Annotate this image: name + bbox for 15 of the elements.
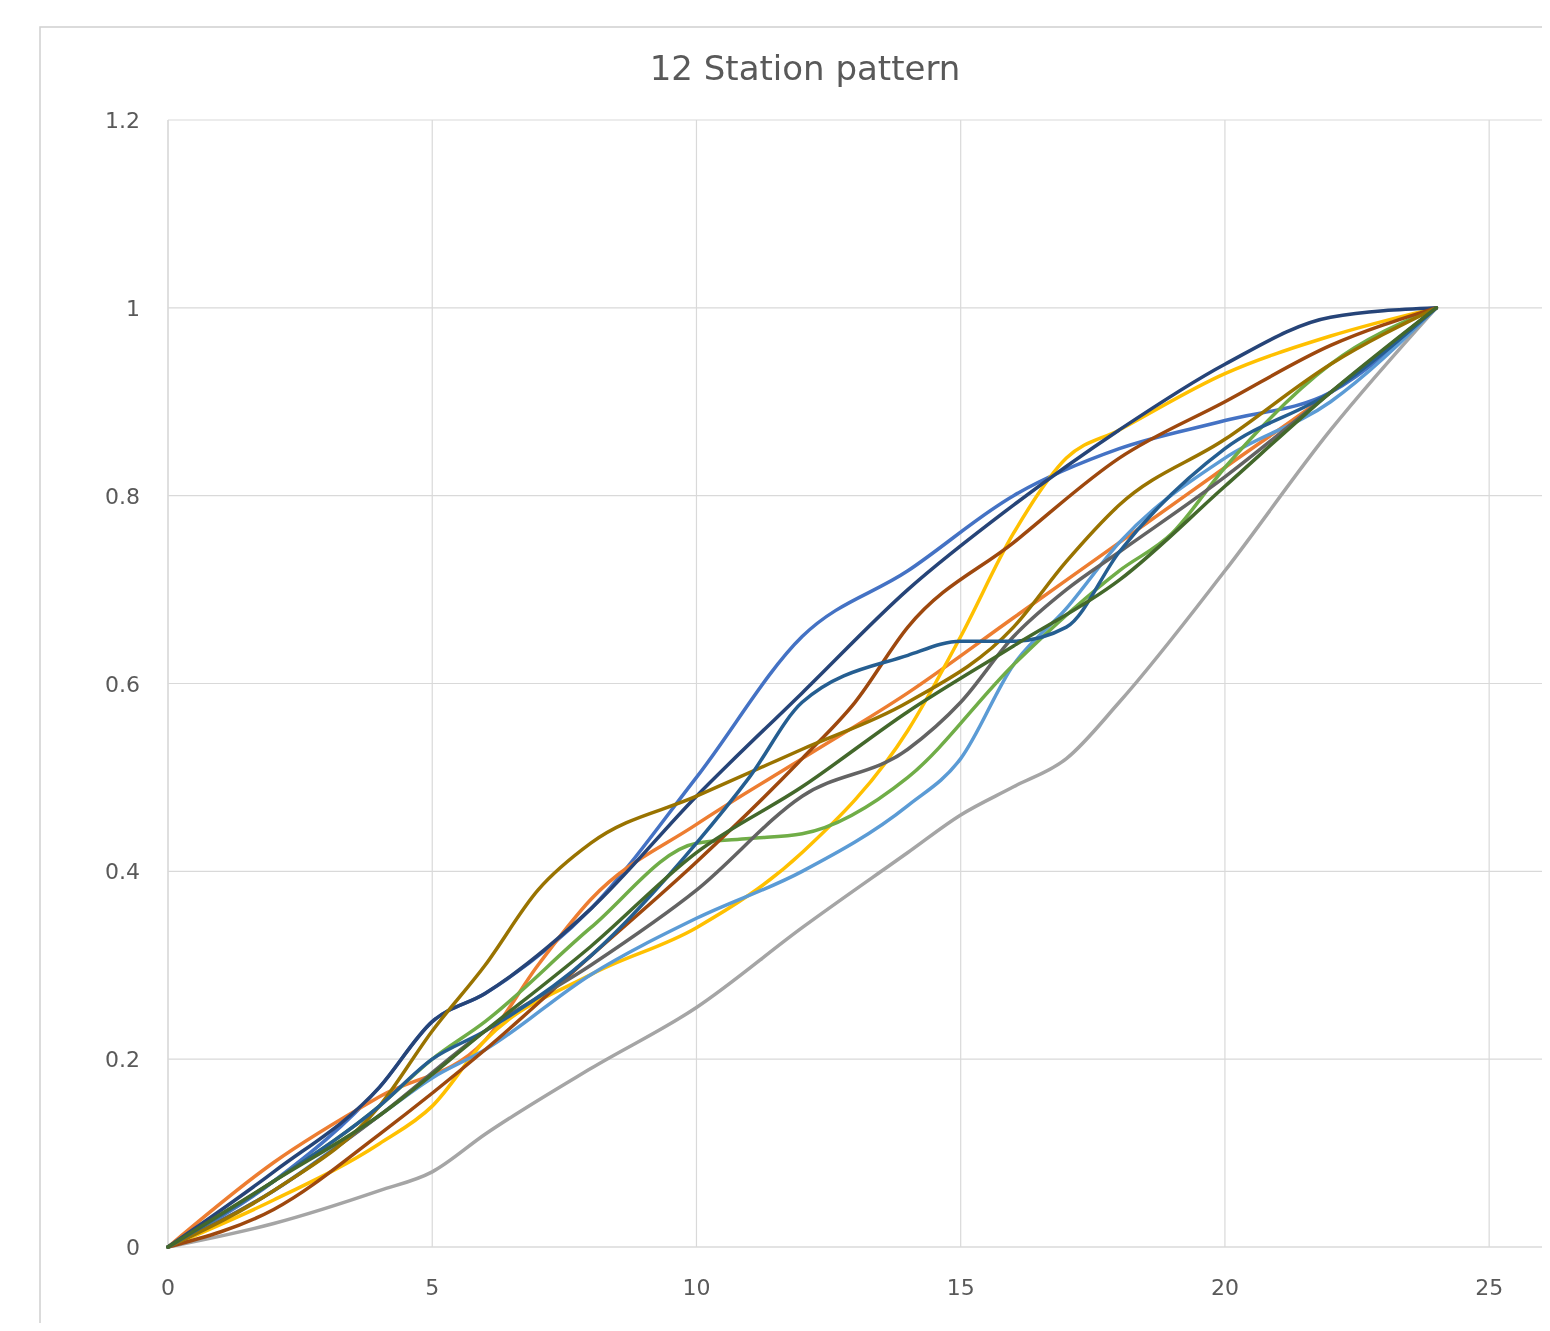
x-tick-label: 10	[682, 1275, 711, 1300]
y-tick-label: 1.2	[105, 108, 140, 133]
chart-title: 12 Station pattern	[649, 48, 961, 88]
y-tick-label: 0.4	[105, 859, 140, 885]
x-tick-label: 5	[425, 1275, 440, 1300]
y-tick-label: 1	[126, 295, 140, 321]
x-tick-label: 25	[1475, 1275, 1504, 1300]
y-tick-label: 0	[126, 1235, 140, 1260]
y-tick-label: 0.2	[105, 1047, 140, 1073]
line-series	[166, 306, 1439, 1249]
x-tick-label: 0	[161, 1275, 175, 1300]
x-tick-label: 20	[1210, 1275, 1239, 1300]
y-tick-label: 0.8	[105, 483, 140, 509]
y-tick-label: 0.6	[105, 671, 140, 697]
x-tick-label: 15	[946, 1275, 975, 1300]
